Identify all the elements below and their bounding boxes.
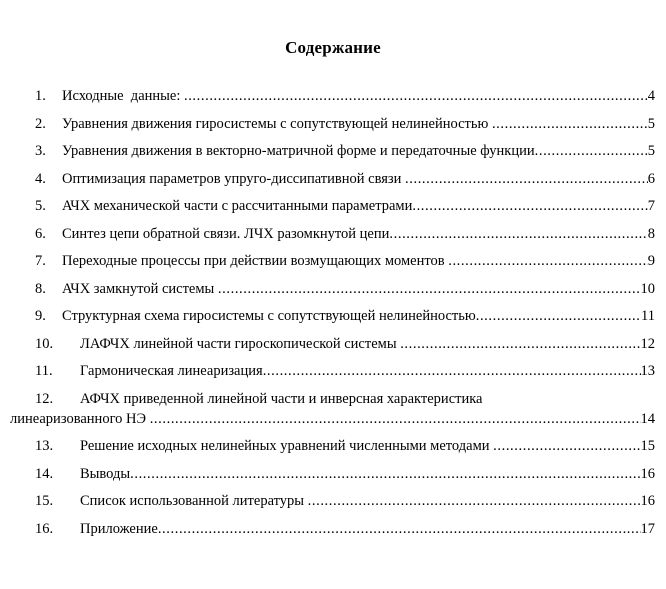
toc-entry-11[interactable]: 11. Гармоническая линеаризация 13 <box>10 361 655 381</box>
toc-entry-6[interactable]: 6. Синтез цепи обратной связи. ЛЧХ разом… <box>10 224 655 244</box>
entry-page-number: 7 <box>647 198 655 214</box>
entry-text: Уравнения движения в векторно-матричной … <box>62 143 535 159</box>
dot-leader <box>158 519 641 539</box>
toc-entry-12-continuation[interactable]: линеаризованного НЭ 14 <box>10 409 655 429</box>
entry-text: Синтез цепи обратной связи. ЛЧХ разомкну… <box>62 225 390 242</box>
entry-number: 10. <box>35 335 54 352</box>
dot-leader <box>535 141 648 161</box>
entry-text: ЛАФЧХ линейной части гироскопической сис… <box>80 335 401 352</box>
entry-number: 14. <box>35 465 54 482</box>
dot-leader <box>412 196 647 216</box>
entry-page-number: 5 <box>647 115 655 132</box>
entry-number: 16. <box>35 520 54 537</box>
entry-number: 9. <box>35 308 46 324</box>
entry-number: 3. <box>35 143 46 159</box>
toc-entry-9[interactable]: 9. Структурная схема гиросистемы с сопут… <box>10 306 655 326</box>
dot-leader <box>308 491 641 511</box>
entry-text: Структурная схема гиросистемы с сопутств… <box>62 308 476 324</box>
entry-text: Исходные данные: <box>62 88 184 104</box>
entry-page-number: 8 <box>647 225 655 242</box>
dot-leader <box>405 169 648 189</box>
toc-entry-10[interactable]: 10. ЛАФЧХ линейной части гироскопической… <box>10 334 655 354</box>
dot-leader <box>492 114 648 134</box>
entry-number: 4. <box>35 170 46 187</box>
toc-title: Содержание <box>285 38 381 57</box>
entry-number: 11. <box>35 363 53 379</box>
entry-page-number: 17 <box>640 520 656 537</box>
toc-entry-13[interactable]: 13. Решение исходных нелинейных уравнени… <box>10 436 655 456</box>
entry-page-number: 16 <box>640 493 656 509</box>
entry-text: Гармоническая линеаризация <box>80 363 263 379</box>
entry-number: 8. <box>35 280 46 297</box>
dot-leader <box>476 306 641 326</box>
entry-text: АФЧХ приведенной линейной части и инверс… <box>80 390 483 407</box>
entry-number: 7. <box>35 253 46 269</box>
entry-number: 5. <box>35 198 46 214</box>
entry-text: Выводы <box>80 465 131 482</box>
entry-number: 13. <box>35 438 54 454</box>
toc-entry-8[interactable]: 8. АЧХ замкнутой системы 10 <box>10 279 655 299</box>
toc-entry-2[interactable]: 2. Уравнения движения гиросистемы с сопу… <box>10 114 655 134</box>
dot-leader <box>263 361 641 381</box>
entry-page-number: 14 <box>640 410 656 427</box>
entry-number: 2. <box>35 115 46 132</box>
dot-leader <box>493 436 640 456</box>
dot-leader <box>184 86 648 106</box>
entry-page-number: 10 <box>640 280 656 297</box>
toc-entry-15[interactable]: 15. Список использованной литературы 16 <box>10 491 655 511</box>
entry-page-number: 13 <box>640 363 656 379</box>
entry-page-number: 9 <box>647 253 655 269</box>
entry-number: 1. <box>35 88 46 104</box>
entry-text: Список использованной литературы <box>80 493 308 509</box>
dot-leader <box>130 464 640 484</box>
toc-entry-16[interactable]: 16. Приложение 17 <box>10 519 655 539</box>
toc-entry-1[interactable]: 1. Исходные данные: 4 <box>10 86 655 106</box>
toc-entry-4[interactable]: 4. Оптимизация параметров упруго-диссипа… <box>10 169 655 189</box>
entry-page-number: 15 <box>640 438 656 454</box>
table-of-contents: 1. Исходные данные: 4 2. Уравнения движе… <box>0 86 666 539</box>
entry-number: 12. <box>35 390 54 407</box>
entry-page-number: 16 <box>640 465 656 482</box>
entry-text: АЧХ механической части с рассчитанными п… <box>62 198 413 214</box>
entry-number: 15. <box>35 493 54 509</box>
dot-leader <box>448 251 648 271</box>
dot-leader <box>218 279 641 299</box>
dot-leader <box>150 409 641 429</box>
entry-text: АЧХ замкнутой системы <box>62 280 218 297</box>
entry-text: Уравнения движения гиросистемы с сопутст… <box>62 115 492 132</box>
entry-text: Приложение <box>80 520 158 537</box>
toc-entry-5[interactable]: 5. АЧХ механической части с рассчитанным… <box>10 196 655 216</box>
dot-leader <box>400 334 640 354</box>
entry-page-number: 11 <box>641 308 655 324</box>
toc-entry-3[interactable]: 3. Уравнения движения в векторно-матричн… <box>10 141 655 161</box>
entry-page-number: 6 <box>647 170 655 187</box>
entry-page-number: 5 <box>647 143 655 159</box>
entry-text: Переходные процессы при действии возмуща… <box>62 253 449 269</box>
toc-entry-12[interactable]: 12. АФЧХ приведенной линейной части и ин… <box>10 389 655 409</box>
toc-entry-7[interactable]: 7. Переходные процессы при действии возм… <box>10 251 655 271</box>
entry-page-number: 12 <box>640 335 656 352</box>
entry-page-number: 4 <box>647 88 655 104</box>
entry-text: линеаризованного НЭ <box>10 410 150 427</box>
entry-text: Решение исходных нелинейных уравнений чи… <box>80 438 494 454</box>
toc-entry-14[interactable]: 14. Выводы 16 <box>10 464 655 484</box>
entry-number: 6. <box>35 225 46 242</box>
dot-leader <box>389 224 647 244</box>
entry-text: Оптимизация параметров упруго-диссипатив… <box>62 170 406 187</box>
